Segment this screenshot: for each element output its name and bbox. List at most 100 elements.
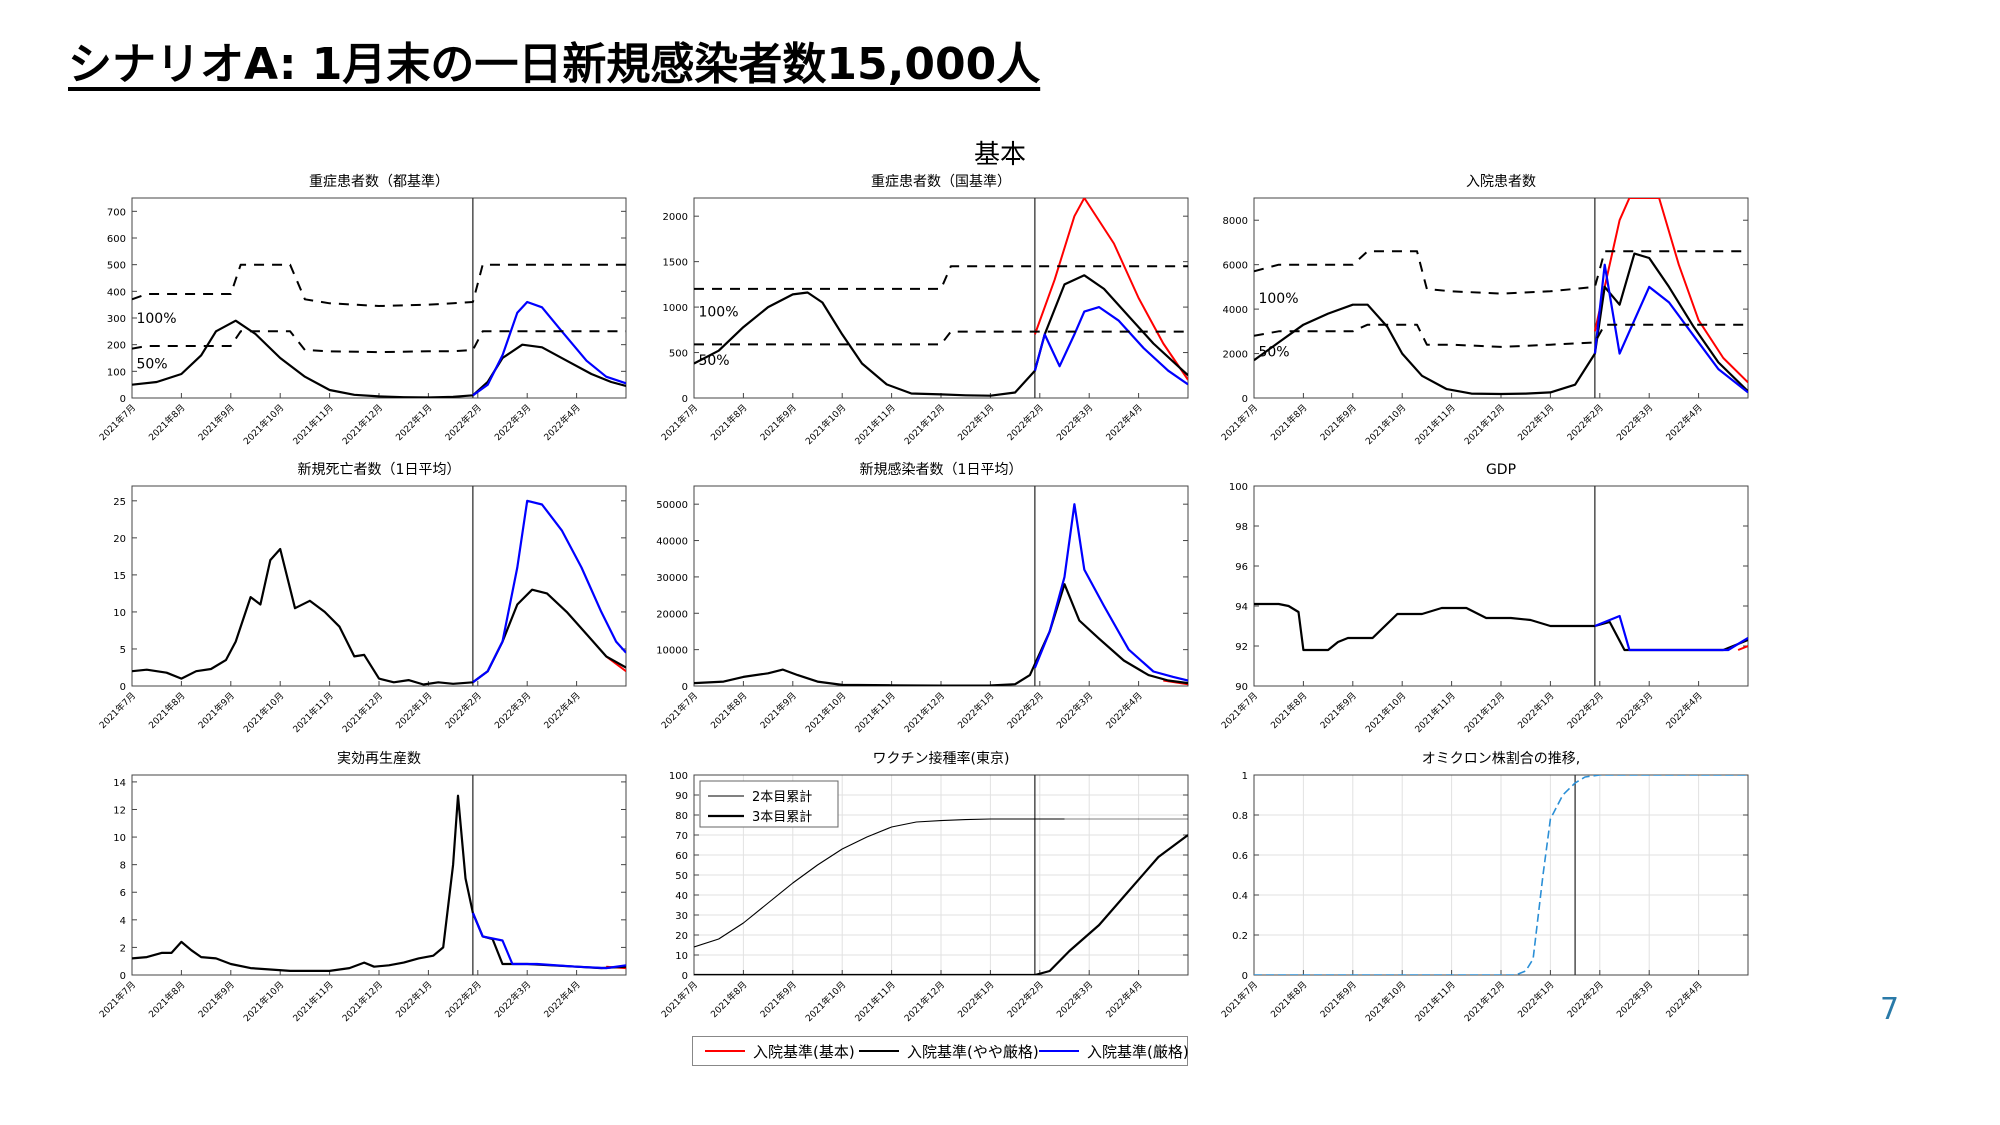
axes-box bbox=[1253, 197, 1749, 399]
legend-item-somewhat-strict: 入院基準(やや厳格) bbox=[859, 1037, 1039, 1065]
y-tick-label: 10000 bbox=[656, 646, 688, 657]
y-tick-label: 5 bbox=[120, 645, 126, 656]
x-tick-label: 2022年4月 bbox=[541, 690, 582, 731]
axes-box bbox=[1253, 485, 1749, 687]
series-line-light_blue-dashed bbox=[1254, 775, 1748, 975]
series-line-black bbox=[1254, 602, 1748, 652]
x-tick-label: 2021年11月 bbox=[290, 690, 336, 736]
legend-label: 入院基準(やや厳格) bbox=[907, 1042, 1039, 1061]
x-tick-label: 2021年7月 bbox=[97, 979, 138, 1020]
x-tick-label: 2021年9月 bbox=[195, 979, 236, 1020]
y-tick-label: 1000 bbox=[663, 303, 688, 314]
x-tick-label: 2022年1月 bbox=[955, 690, 996, 731]
x-tick-label: 2022年3月 bbox=[1614, 690, 1655, 731]
x-tick-label: 2022年4月 bbox=[1103, 690, 1144, 731]
x-tick-label: 2021年11月 bbox=[290, 979, 336, 1025]
page-number: 7 bbox=[1880, 992, 1900, 1027]
y-tick-label: 600 bbox=[107, 234, 126, 245]
x-tick-label: 2021年11月 bbox=[1412, 690, 1458, 736]
x-tick-label: 2022年4月 bbox=[541, 402, 582, 443]
x-tick-label: 2021年11月 bbox=[852, 979, 898, 1025]
x-tick-label: 2021年9月 bbox=[1317, 979, 1358, 1020]
x-tick-label: 2021年7月 bbox=[1219, 979, 1260, 1020]
x-tick-label: 2021年12月 bbox=[340, 690, 386, 736]
x-tick-label: 2021年11月 bbox=[852, 690, 898, 736]
capacity-label: 100% bbox=[1258, 291, 1298, 307]
axes-box bbox=[693, 197, 1189, 399]
y-tick-label: 50000 bbox=[656, 500, 688, 511]
x-tick-label: 2021年12月 bbox=[1462, 979, 1508, 1025]
chart-title: ワクチン接種率(東京) bbox=[873, 750, 1010, 767]
x-tick-label: 2021年12月 bbox=[1462, 690, 1508, 736]
x-tick-label: 2021年10月 bbox=[1363, 979, 1409, 1025]
series-line-red bbox=[1033, 198, 1188, 381]
x-tick-label: 2021年9月 bbox=[195, 690, 236, 731]
series-line-black-dashed bbox=[1254, 323, 1748, 348]
series-line-black-dashed bbox=[1254, 250, 1748, 295]
y-tick-label: 0 bbox=[120, 682, 126, 693]
x-tick-label: 2021年12月 bbox=[902, 690, 948, 736]
y-tick-label: 100 bbox=[107, 367, 126, 378]
x-tick-label: 2021年10月 bbox=[803, 979, 849, 1025]
y-tick-label: 100 bbox=[669, 771, 688, 782]
series-line-black bbox=[694, 274, 1188, 397]
y-tick-label: 0 bbox=[120, 394, 126, 405]
y-tick-label: 0 bbox=[682, 971, 688, 982]
legend-swatch-red bbox=[705, 1050, 745, 1052]
y-tick-label: 2000 bbox=[663, 212, 688, 223]
y-tick-label: 90 bbox=[675, 791, 688, 802]
y-tick-label: 50 bbox=[675, 871, 688, 882]
series-line-black bbox=[132, 319, 626, 398]
y-tick-label: 15 bbox=[113, 571, 126, 582]
series-line-red bbox=[1593, 198, 1748, 384]
x-tick-label: 2022年3月 bbox=[492, 979, 533, 1020]
x-tick-label: 2021年8月 bbox=[1268, 979, 1309, 1020]
x-tick-label: 2022年3月 bbox=[1614, 402, 1655, 443]
x-tick-label: 2022年1月 bbox=[393, 402, 434, 443]
legend-label: 入院基準(基本) bbox=[753, 1042, 855, 1061]
y-tick-label: 60 bbox=[675, 851, 688, 862]
capacity-label: 100% bbox=[136, 311, 176, 327]
x-tick-label: 2021年9月 bbox=[757, 979, 798, 1020]
x-tick-label: 2022年1月 bbox=[955, 402, 996, 443]
series-line-thin bbox=[694, 818, 1065, 948]
x-tick-label: 2021年9月 bbox=[757, 402, 798, 443]
series-line-red bbox=[1163, 679, 1188, 686]
chart-title: 重症患者数（国基準） bbox=[871, 173, 1011, 190]
axes-box bbox=[131, 485, 627, 687]
x-tick-label: 2022年2月 bbox=[1004, 979, 1045, 1020]
y-tick-label: 0.6 bbox=[1232, 851, 1248, 862]
x-tick-label: 2021年7月 bbox=[97, 402, 138, 443]
y-tick-label: 0 bbox=[682, 682, 688, 693]
x-tick-label: 2021年7月 bbox=[659, 690, 700, 731]
y-tick-label: 30000 bbox=[656, 573, 688, 584]
y-tick-label: 40000 bbox=[656, 537, 688, 548]
y-tick-label: 20000 bbox=[656, 609, 688, 620]
capacity-label: 100% bbox=[698, 305, 738, 321]
x-tick-label: 2021年9月 bbox=[757, 690, 798, 731]
x-tick-label: 2021年8月 bbox=[146, 402, 187, 443]
y-tick-label: 70 bbox=[675, 831, 688, 842]
y-tick-label: 6 bbox=[120, 888, 126, 899]
y-tick-label: 0.2 bbox=[1232, 931, 1248, 942]
x-tick-label: 2021年12月 bbox=[902, 402, 948, 448]
axes-box bbox=[131, 197, 627, 399]
x-tick-label: 2021年12月 bbox=[1462, 402, 1508, 448]
y-tick-label: 6000 bbox=[1223, 261, 1248, 272]
x-tick-label: 2021年10月 bbox=[241, 979, 287, 1025]
x-tick-label: 2022年3月 bbox=[1054, 690, 1095, 731]
x-tick-label: 2021年8月 bbox=[1268, 402, 1309, 443]
y-tick-label: 14 bbox=[113, 778, 126, 789]
x-tick-label: 2022年1月 bbox=[1515, 690, 1556, 731]
y-tick-label: 0 bbox=[120, 971, 126, 982]
y-tick-label: 4 bbox=[120, 916, 126, 927]
y-tick-label: 0.4 bbox=[1232, 891, 1248, 902]
x-tick-label: 2021年8月 bbox=[146, 690, 187, 731]
y-tick-label: 400 bbox=[107, 287, 126, 298]
y-tick-label: 8000 bbox=[1223, 216, 1248, 227]
y-tick-label: 10 bbox=[675, 951, 688, 962]
y-tick-label: 0.8 bbox=[1232, 811, 1248, 822]
x-tick-label: 2022年4月 bbox=[1103, 979, 1144, 1020]
y-tick-label: 0 bbox=[1242, 394, 1248, 405]
series-line-blue bbox=[472, 300, 626, 397]
